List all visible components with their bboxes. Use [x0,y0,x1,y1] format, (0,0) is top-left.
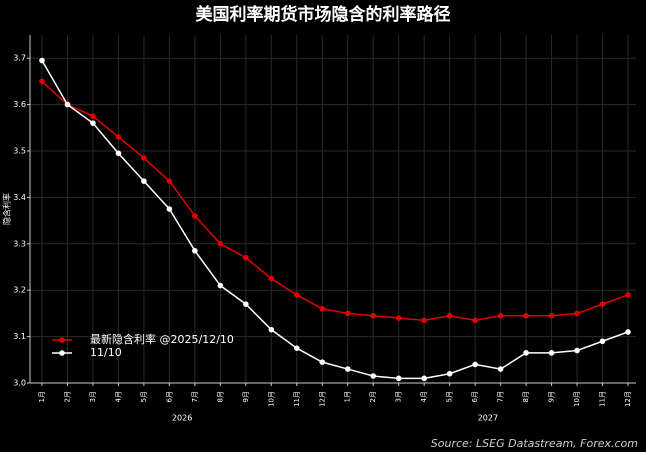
legend-marker [59,337,65,343]
point [421,317,427,324]
point [268,275,275,282]
point [370,373,377,379]
point [141,178,147,184]
source-note: Source: LSEG Datastream, Forex.com [431,437,638,450]
point [599,301,606,307]
y-tick-label: 3.4 [13,193,26,202]
x-tick-label: 12月 [624,391,632,407]
point [421,375,427,382]
y-tick-label: 3.0 [13,379,26,388]
point [319,305,326,312]
x-tick-label: 5月 [446,391,454,402]
legend-label: 最新隐含利率 @2025/12/10 [90,332,234,346]
x-tick-label: 3月 [89,391,97,402]
point [268,326,275,333]
x-tick-label: 11月 [599,391,607,407]
point [395,375,402,382]
x-tick-label: 11月 [293,391,301,407]
point [166,206,173,212]
point [548,312,555,319]
x-tick-label: 7月 [191,391,199,402]
point [446,312,453,319]
x-group-label: 2026 [172,414,192,423]
legend-marker [59,350,65,356]
x-tick-label: 4月 [114,391,122,402]
point [192,213,198,219]
point [243,301,249,307]
y-tick-label: 3.6 [13,100,26,109]
point [472,317,478,324]
x-tick-label: 6月 [471,391,479,402]
point [599,338,606,345]
point [625,329,631,335]
point [293,345,300,352]
point [523,312,529,319]
point [115,134,122,140]
series-line [41,60,629,380]
x-tick-label: 3月 [395,391,403,402]
y-tick-label: 3.7 [13,54,26,63]
x-group-label: 2027 [478,414,498,423]
point [293,292,300,298]
point [574,310,580,317]
point [574,347,580,354]
x-tick-label: 8月 [522,391,530,402]
x-tick-label: 12月 [318,391,326,407]
y-tick-label: 3.5 [13,147,26,156]
x-tick-label: 10月 [267,391,275,407]
point [395,315,402,321]
x-tick-label: 8月 [216,391,224,402]
point [319,359,326,365]
legend-label: 11/10 [90,346,122,359]
point [141,155,147,161]
x-tick-label: 4月 [420,391,428,402]
point [523,350,529,356]
x-tick-label: 6月 [165,391,173,402]
chart-title: 美国利率期货市场隐含的利率路径 [196,4,451,25]
x-tick-label: 1月 [344,391,352,402]
point [90,120,96,126]
x-tick-label: 5月 [140,391,148,402]
point [217,241,224,247]
point [64,101,71,108]
y-tick-label: 3.1 [13,332,26,341]
y-tick-label: 3.2 [13,286,26,295]
x-tick-label: 9月 [548,391,556,402]
point [166,178,173,184]
point [497,366,504,372]
x-tick-label: 2月 [63,391,71,402]
point [472,361,478,368]
point [625,292,631,298]
point [548,350,555,356]
series-line [41,80,629,322]
point [497,312,504,319]
point [192,247,198,254]
point [217,282,224,289]
x-tick-label: 2月 [369,391,377,402]
x-tick-label: 9月 [242,391,250,402]
point [39,57,45,64]
y-axis-label: 隐含利率 [2,193,12,225]
point [344,310,351,317]
point [90,113,96,119]
point [115,150,122,157]
point [344,366,351,372]
point [370,312,377,319]
x-tick-label: 1月 [38,391,46,402]
point [39,78,45,85]
x-tick-label: 7月 [497,391,505,402]
y-tick-label: 3.3 [13,239,26,248]
point [243,254,249,261]
x-tick-label: 10月 [573,391,581,407]
point [446,370,453,377]
